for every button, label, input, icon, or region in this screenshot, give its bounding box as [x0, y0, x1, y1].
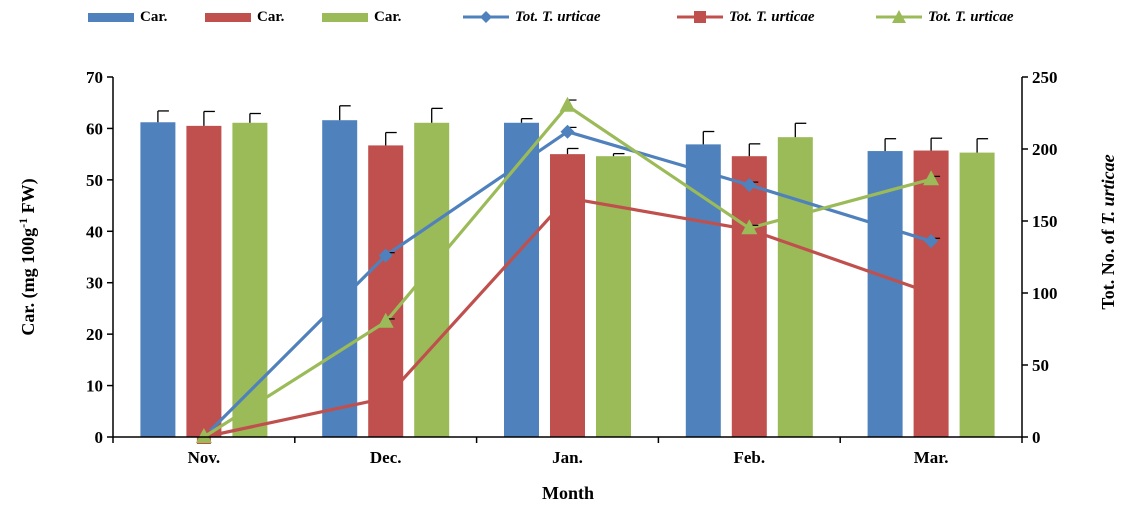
y-tick-label: 60 [86, 119, 103, 138]
chart-legend: Car. Car. Car. Tot. T. urticae Tot. T. u… [0, 6, 1128, 28]
y-tick-label: 20 [86, 325, 103, 344]
bar [368, 145, 404, 437]
data-point-triangle [195, 428, 212, 443]
legend-item-line-1: Tot. T. urticae [463, 6, 601, 28]
legend-swatch-red-bar [205, 12, 251, 22]
y2-tick-label: 150 [1032, 212, 1058, 231]
bar [596, 156, 631, 437]
legend-item-line-2: Tot. T. urticae [677, 6, 815, 28]
data-point-diamond [924, 234, 939, 249]
data-point-diamond [378, 248, 393, 263]
legend-item-bar-3: Car. [322, 6, 401, 28]
bar [322, 120, 358, 437]
bar [959, 152, 995, 437]
x-tick-label: Dec. [370, 448, 402, 467]
x-tick-label: Nov. [188, 448, 221, 467]
y-tick-label: 0 [95, 428, 104, 447]
bar [232, 122, 268, 438]
x-tick-label: Mar. [914, 448, 949, 467]
y-tick-label: 70 [86, 68, 103, 87]
legend-label: Car. [374, 8, 402, 25]
bar [140, 122, 176, 437]
data-point-triangle [923, 170, 940, 186]
y2-tick-label: 200 [1032, 140, 1058, 159]
y-tick-label: 30 [86, 274, 103, 293]
y-tick-label: 50 [86, 171, 103, 190]
data-point-square [560, 190, 575, 205]
legend-item-bar-2: Car. [205, 6, 284, 28]
line-layer [195, 96, 941, 444]
bar [731, 156, 767, 437]
legend-swatch-blue-bar [88, 12, 134, 22]
y2-tick-label: 100 [1032, 284, 1058, 303]
legend-swatch-red-line [677, 11, 723, 23]
x-tick-label: Feb. [733, 448, 765, 467]
legend-item-line-3: Tot. T. urticae [876, 6, 1014, 28]
legend-label: Tot. T. urticae [928, 8, 1014, 25]
x-axis-title: Month [542, 483, 594, 503]
data-point-diamond [560, 124, 575, 139]
legend-item-bar-1: Car. [88, 6, 167, 28]
data-point-triangle [559, 96, 576, 112]
data-point-square [378, 391, 393, 406]
axes-layer: 0 10 20 30 40 50 60 70 0 50 100 150 200 250 Nov. Dec. Ja… [86, 68, 1058, 467]
data-point-triangle [741, 219, 758, 235]
y2-axis-title: Tot. No. of T. urticae [1098, 154, 1118, 309]
data-point-diamond [742, 178, 757, 192]
bar [186, 125, 222, 437]
data-point-triangle [377, 312, 394, 328]
legend-label: Tot. T. urticae [515, 8, 601, 25]
bar [685, 144, 721, 437]
data-point-square [924, 286, 939, 300]
y2-tick-label: 0 [1032, 428, 1041, 447]
bar [867, 151, 903, 438]
legend-label: Car. [257, 8, 285, 25]
y-tick-label: 10 [86, 377, 103, 396]
bar [777, 137, 813, 437]
x-tick-label: Jan. [552, 448, 583, 467]
legend-swatch-blue-line [463, 11, 509, 23]
y-tick-label: 40 [86, 222, 103, 241]
legend-label: Tot. T. urticae [729, 8, 815, 25]
legend-label: Car. [140, 8, 168, 25]
y2-tick-label: 50 [1032, 356, 1049, 375]
bar-layer [140, 105, 995, 438]
legend-swatch-green-bar [322, 12, 368, 22]
y-axis-title: Car. (mg 100g-1 FW) [16, 178, 39, 335]
y2-tick-label: 250 [1032, 68, 1058, 87]
legend-swatch-green-line [876, 10, 922, 23]
